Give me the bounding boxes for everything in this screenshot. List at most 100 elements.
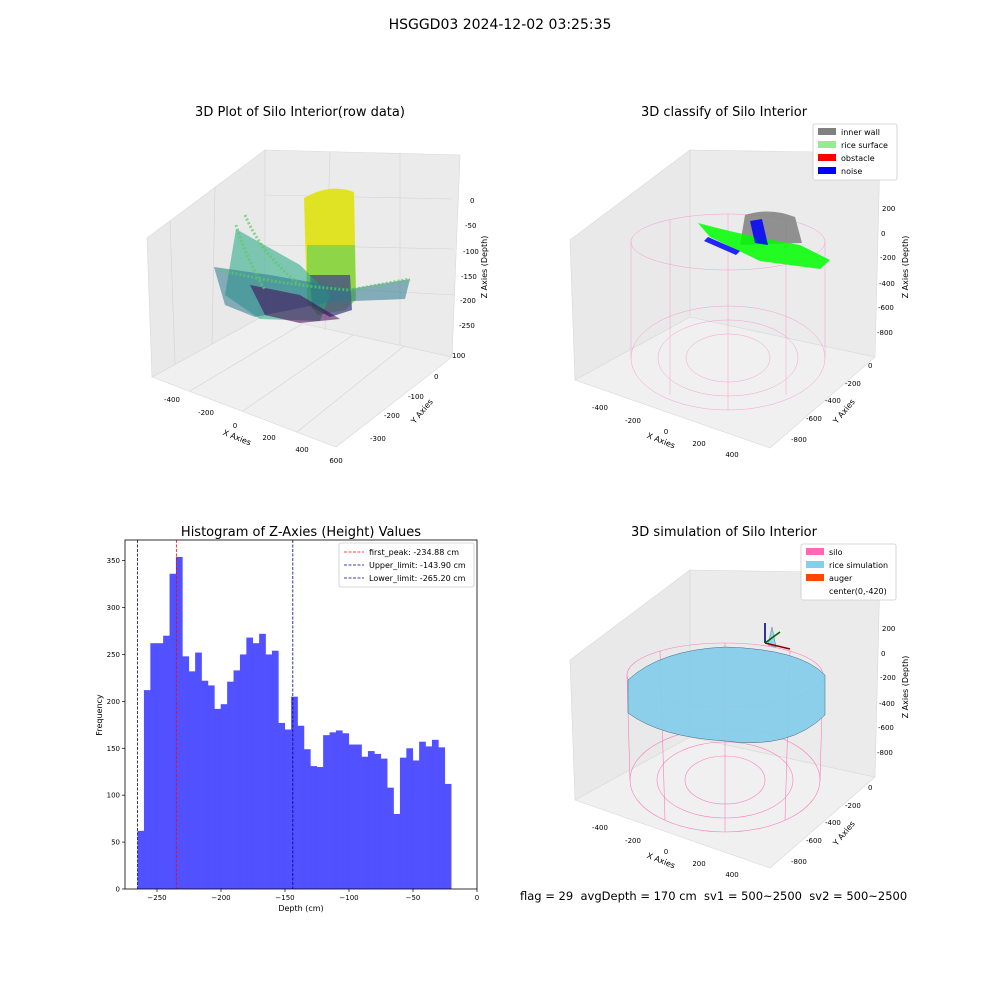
classified-point-cloud [698,211,830,269]
histogram-bar [425,746,433,889]
panel-raw-3d: 3D Plot of Silo Interior(row data) -400 … [146,105,489,465]
svg-text:0: 0 [664,428,668,436]
histogram-bar [284,729,292,889]
svg-text:-200: -200 [625,837,641,845]
svg-text:0: 0 [664,848,668,856]
legend-simulation: silo rice simulation auger center(0,-420… [800,543,897,601]
histogram-bar [182,656,190,889]
panel-classify-3d: 3D classify of Silo Interior inner wall … [569,105,910,459]
histogram-bar [150,643,158,889]
xlabel-histogram: Depth (cm) [278,904,323,913]
y-ticks-raw: 100 0 -100 -200 -300 [370,352,465,443]
status-footer: flag = 29 avgDepth = 170 cm sv1 = 500~25… [520,889,908,903]
svg-text:-200: -200 [880,254,896,262]
histogram-bar [143,690,151,889]
histogram-bar [207,685,215,889]
chart-title-histogram: Histogram of Z-Axies (Height) Values [181,525,421,540]
svg-text:-800: -800 [877,329,893,337]
z-ticks-classify: 200 0 -200 -400 -600 -800 [877,205,896,337]
histogram-bar [310,766,318,889]
histogram-bar [303,749,311,889]
y-tick-label: 350 [107,557,120,565]
x-tick-label: −250 [147,894,166,902]
svg-text:-400: -400 [164,396,180,404]
svg-text:inner wall: inner wall [841,128,880,137]
histogram-bar [259,633,266,889]
y-ticks-simulation: 0 -200 -400 -600 -800 [791,784,872,866]
x-tick-label: −50 [406,894,421,902]
svg-text:200: 200 [692,860,705,868]
svg-text:0: 0 [868,362,872,370]
svg-text:-400: -400 [592,824,608,832]
svg-text:-600: -600 [878,724,894,732]
histogram-bar [233,670,241,889]
svg-text:-200: -200 [460,297,476,305]
z-ticks-simulation: 200 0 -200 -400 -600 -800 [877,625,896,757]
svg-text:rice surface: rice surface [841,141,888,150]
svg-text:-400: -400 [825,819,841,827]
zlabel-simulation: Z Axies (Depth) [901,656,910,719]
figure-title: HSGGD03 2024-12-02 03:25:35 [388,17,612,33]
histogram-bar [201,680,209,889]
histogram-bar [195,652,202,889]
x-tick-label: −150 [275,894,294,902]
svg-text:-400: -400 [879,700,895,708]
panel-histogram: Histogram of Z-Axies (Height) Values −25… [95,525,479,913]
svg-text:100: 100 [452,352,465,360]
histogram-bar [265,654,273,889]
svg-text:-200: -200 [880,674,896,682]
x-tick-label: 0 [475,894,479,902]
svg-text:-600: -600 [878,304,894,312]
histogram-bar [163,635,170,889]
histogram-vlines [137,540,294,889]
zlabel-classify: Z Axies (Depth) [901,236,910,299]
svg-text:-800: -800 [791,436,807,444]
z-ticks-raw: 0 -50 -100 -150 -200 -250 [459,197,479,330]
svg-text:-200: -200 [625,417,641,425]
xlabel-simulation: X Axies [646,851,677,870]
plot-frame [124,539,478,890]
svg-text:-200: -200 [845,380,861,388]
chart-title-simulation: 3D simulation of Silo Interior [631,525,818,540]
histogram-bar [438,747,446,889]
svg-text:-100: -100 [463,248,479,256]
svg-text:-300: -300 [370,435,386,443]
svg-text:-50: -50 [465,222,476,230]
histogram-bar [399,757,407,889]
svg-text:200: 200 [262,434,275,442]
histogram-bar [348,744,356,889]
x-tick-label: −200 [211,894,230,902]
histogram-bar [335,730,343,889]
histogram-bar [444,783,452,889]
y-tick-label: 0 [116,886,120,894]
histogram-bar [239,654,247,889]
histogram-bar [291,696,298,889]
y-ticks-classify: 0 -200 -400 -600 -800 [791,362,872,444]
histogram-bars [137,556,452,889]
histogram-bar [271,650,279,889]
histogram-bar [367,751,375,889]
svg-text:0: 0 [434,373,438,381]
svg-text:0: 0 [868,784,872,792]
svg-text:0: 0 [881,230,885,238]
ylabel-raw: Y Axies [409,397,435,426]
svg-text:600: 600 [329,457,342,465]
histogram-bar [374,753,382,889]
histogram-bar [252,643,260,889]
histogram-bar [361,756,369,889]
histogram-bar [387,787,394,889]
histogram-bar [419,741,426,889]
svg-text:0: 0 [470,197,474,205]
histogram-bar [342,733,350,889]
svg-text:-600: -600 [806,837,822,845]
svg-text:-200: -200 [384,412,400,420]
y-tick-label: 50 [111,839,120,847]
svg-text:obstacle: obstacle [841,154,875,163]
svg-text:-400: -400 [879,280,895,288]
histogram-bar [175,556,183,889]
histogram-bar [156,643,164,889]
histogram-bar [169,573,177,889]
panel-simulation-3d: 3D simulation of Silo Interior silo rice… [569,525,910,879]
histogram-bar [188,671,196,889]
y-tick-label: 100 [107,792,120,800]
